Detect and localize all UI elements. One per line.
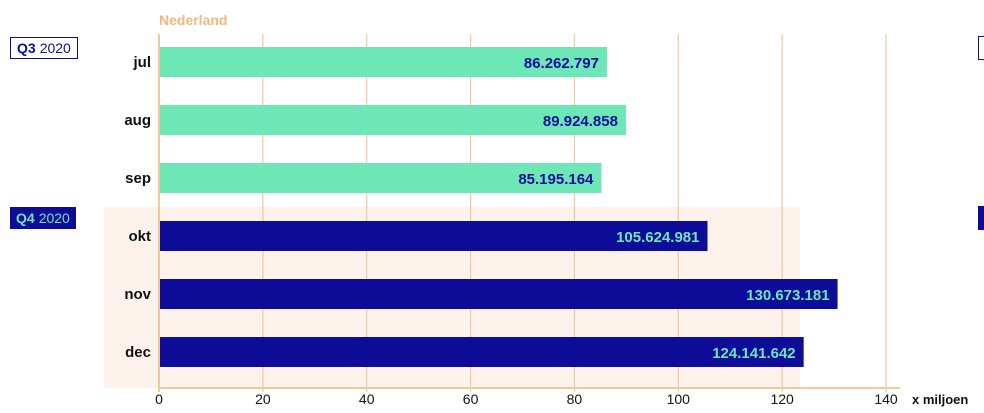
data-label: 89.924.858 <box>543 113 618 130</box>
quarter-year: 2020 <box>39 40 71 56</box>
data-label: 124.141.642 <box>712 345 795 362</box>
quarter-badge-q3: Q3 2020 <box>10 37 78 59</box>
x-tick-label: 20 <box>255 391 271 407</box>
x-axis-label: x miljoen <box>912 392 968 407</box>
next-panel-edge-q3 <box>978 36 984 60</box>
bar-nov <box>160 279 838 309</box>
category-label: dec <box>125 344 151 361</box>
x-tick-label: 0 <box>155 391 163 407</box>
x-tick-label: 120 <box>770 391 794 407</box>
next-panel-edge-q4 <box>978 206 984 230</box>
quarter-code: Q4 <box>16 210 35 226</box>
x-tick-label: 100 <box>667 391 691 407</box>
x-tick-label: 40 <box>359 391 375 407</box>
x-tick-label: 80 <box>567 391 583 407</box>
category-label: sep <box>125 170 151 187</box>
chart-title: Nederland <box>159 12 227 28</box>
x-tick-label: 140 <box>874 391 898 407</box>
data-label: 86.262.797 <box>524 55 599 72</box>
data-label: 105.624.981 <box>616 229 699 246</box>
x-tick-label: 60 <box>463 391 479 407</box>
data-label: 130.673.181 <box>746 287 829 304</box>
bar-okt <box>160 221 708 251</box>
data-label: 85.195.164 <box>518 171 594 188</box>
bar-jul <box>160 47 607 77</box>
category-label: aug <box>124 112 151 129</box>
quarter-year: 2020 <box>38 210 70 226</box>
bar-sep <box>160 163 602 193</box>
bar-aug <box>160 105 626 135</box>
category-label: nov <box>124 286 151 303</box>
quarter-code: Q3 <box>17 40 36 56</box>
category-label: okt <box>129 228 152 245</box>
category-label: jul <box>133 54 152 71</box>
quarter-badge-q4: Q4 2020 <box>10 207 76 229</box>
bar-dec <box>160 337 804 367</box>
